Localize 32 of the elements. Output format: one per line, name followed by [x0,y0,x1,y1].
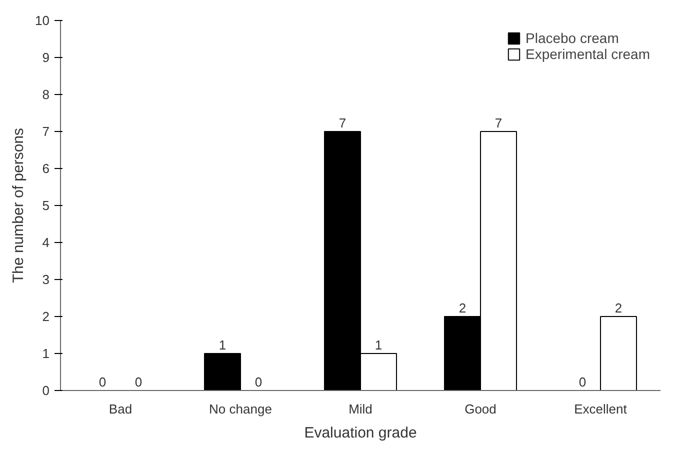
y-tick-label: 4 [42,235,50,250]
y-tick-label: 1 [42,346,50,361]
y-tick-label: 3 [42,272,50,287]
data-label: 0 [578,374,586,390]
y-axis-title: The number of persons [10,128,28,284]
y-tick-label: 9 [42,50,50,65]
y-tick-label: 8 [42,87,50,102]
data-label: 1 [218,338,226,352]
data-label: 0 [254,374,262,390]
data-label: 0 [98,374,106,390]
x-tick-label: Good [464,402,496,416]
y-tick-label: 0 [42,383,50,398]
y-tick-label: 7 [42,124,50,139]
data-label: 2 [614,300,622,316]
y-tick-label: 6 [42,161,50,176]
data-label: 0 [134,374,142,390]
bar [600,316,637,390]
x-tick-label: Excellent [574,402,628,416]
legend-label: Placebo cream [526,30,619,46]
y-tick-label: 5 [42,198,50,213]
legend-label: Experimental cream [526,46,650,62]
y-tick-label: 10 [35,13,50,28]
x-tick-label: Mild [348,402,372,416]
data-label: 2 [458,300,466,316]
data-label: 7 [494,116,502,130]
x-tick-label: Bad [108,402,132,416]
bar [204,353,241,390]
y-tick-label: 2 [42,309,50,324]
data-label: 1 [374,338,382,352]
x-axis-title: Evaluation grade [304,424,417,442]
x-tick-label: No change [209,402,272,416]
data-label: 7 [338,116,346,130]
